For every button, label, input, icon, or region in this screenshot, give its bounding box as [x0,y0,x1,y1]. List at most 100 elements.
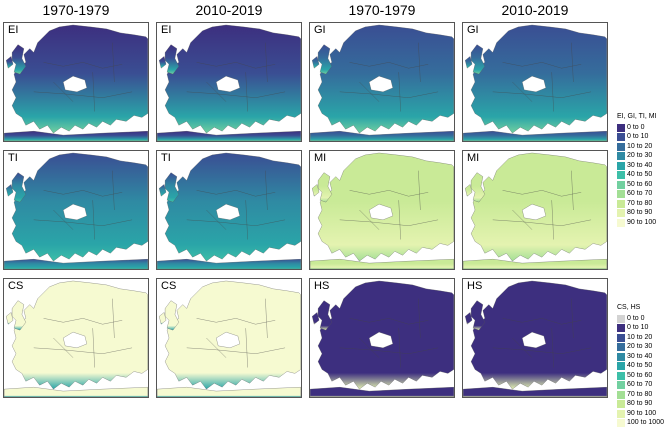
legend-entry: 10 to 20 [617,142,669,152]
legend-entry: 50 to 60 [617,180,669,190]
country-borders [186,298,286,368]
land-region [465,312,473,325]
legend-swatch [617,371,625,380]
legend-swatch [617,199,625,208]
country-borders [186,170,286,240]
legend-swatch [617,171,625,180]
legend-label: 0 to 10 [627,324,649,332]
land-region [463,387,607,397]
country-borders [492,298,592,368]
column-header-2: 2010-2019 [195,2,263,18]
land-region [4,131,148,141]
legend-label: 20 to 30 [627,152,653,160]
black-sea [522,75,546,92]
europe-map [157,152,301,269]
legend-swatch [617,333,625,342]
legend-entry: 60 to 70 [617,381,669,391]
legend-swatch [617,152,625,161]
legend-swatch [617,314,625,323]
land-region [6,312,14,325]
legend-label: 60 to 70 [627,190,653,198]
legend-swatch [617,133,625,142]
legend-label: 70 to 80 [627,199,653,207]
country-borders [492,42,592,112]
legend-label: 0 to 0 [627,314,645,322]
panel-label: HS [312,280,332,293]
land-region [470,300,486,331]
panel-label: CS [6,280,26,293]
legend-entry: 50 to 60 [617,371,669,381]
map-panel: HS [309,278,455,398]
panel-label: GI [465,24,481,37]
land-region [470,172,486,203]
panel-label: CS [159,280,179,293]
black-sea [216,331,240,348]
legend-label: 10 to 20 [627,333,653,341]
legend-label: 90 to 100 [627,218,657,226]
europe-map [463,24,607,141]
europe-map [157,280,301,397]
land-region [6,56,14,69]
land-region [463,259,607,269]
legend-entry: 90 to 100 [617,218,669,228]
land-region [4,259,148,269]
legend-entry: 20 to 30 [617,343,669,353]
land-region [164,300,180,331]
europe-map [4,152,148,269]
land-region [159,312,167,325]
legend-label: 50 to 60 [627,180,653,188]
legend-entry: 70 to 80 [617,390,669,400]
land-region [312,56,320,69]
legend-entry: 90 to 100 [617,409,669,419]
legend-label: 40 to 50 [627,171,653,179]
legend-entry: 0 to 10 [617,133,669,143]
land-region [312,312,320,325]
country-borders [339,298,439,368]
legend-entry: 30 to 40 [617,161,669,171]
legend-label: 30 to 40 [627,352,653,360]
map-panel: EI [156,22,302,142]
map-panel: MI [462,150,608,270]
black-sea [369,75,393,92]
legend-swatch [617,343,625,352]
legend-entry: 40 to 50 [617,171,669,181]
legend-swatch [617,362,625,371]
black-sea [63,203,87,220]
country-borders [339,170,439,240]
map-panel: CS [3,278,149,398]
panel-label: TI [159,152,173,165]
europe-map [310,280,454,397]
country-borders [33,298,133,368]
legend-swatch [617,352,625,361]
legend-swatch [617,209,625,218]
legend-entry: 30 to 40 [617,352,669,362]
legend-entry: 20 to 30 [617,152,669,162]
legend-swatch [617,390,625,399]
black-sea [522,331,546,348]
legend-swatch [617,142,625,151]
black-sea [63,75,87,92]
legend-swatch [617,324,625,333]
legend-entry: 70 to 80 [617,199,669,209]
column-header-3: 1970-1979 [348,2,416,18]
legend-swatch [617,409,625,418]
legend-swatch [617,123,625,132]
legend-swatch [617,190,625,199]
map-panel: CS [156,278,302,398]
legend-label: 10 to 20 [627,142,653,150]
land-region [159,184,167,197]
legend-swatch [617,161,625,170]
land-region [310,131,454,141]
legend-entry: 80 to 90 [617,209,669,219]
land-region [470,44,486,75]
legend-entry: 100 to 1000 [617,419,669,429]
black-sea [522,203,546,220]
black-sea [216,203,240,220]
black-sea [369,203,393,220]
legend-label: 20 to 30 [627,343,653,351]
land-region [11,300,27,331]
land-region [11,172,27,203]
land-region [312,184,320,197]
land-region [164,172,180,203]
land-region [317,44,333,75]
